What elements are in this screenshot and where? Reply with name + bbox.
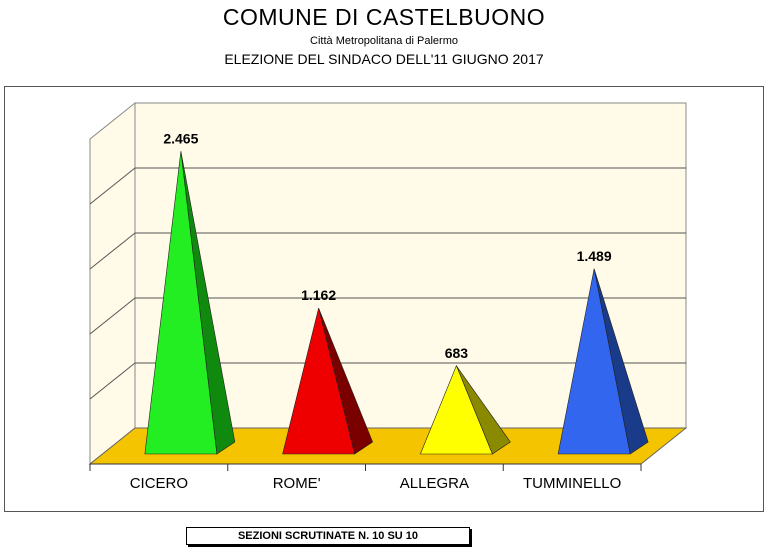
chart-side-wall — [89, 101, 136, 466]
pyramid-bar-2 — [282, 308, 356, 455]
chart-title: COMUNE DI CASTELBUONO — [222, 4, 546, 30]
pyramid-bar-3 — [419, 364, 493, 455]
x-tick-label: CICERO — [130, 475, 188, 492]
chart-subtitle: Città Metropolitana di Palermo — [310, 35, 458, 47]
x-tick-label: ROME' — [273, 475, 321, 492]
x-tick-label: TUMMINELLO — [523, 475, 621, 492]
gridline-side — [89, 167, 136, 205]
data-label: 683 — [445, 345, 469, 361]
pyramid-bar-1 — [144, 151, 218, 455]
chart-frame — [4, 86, 764, 512]
x-tick-label: ALLEGRA — [400, 475, 469, 492]
gridline-side — [89, 297, 136, 335]
data-label: 1.162 — [301, 287, 336, 303]
gridline-side — [89, 362, 136, 400]
data-label: 1.489 — [577, 248, 612, 264]
data-label: 2.465 — [163, 130, 198, 146]
sections-counted-label: SEZIONI SCRUTINATE N. 10 SU 10 — [186, 527, 470, 545]
pyramid-bar-4 — [557, 268, 631, 455]
gridline-side — [89, 232, 136, 270]
election-subtitle: ELEZIONE DEL SINDACO DELL'11 GIUGNO 2017 — [224, 51, 544, 67]
